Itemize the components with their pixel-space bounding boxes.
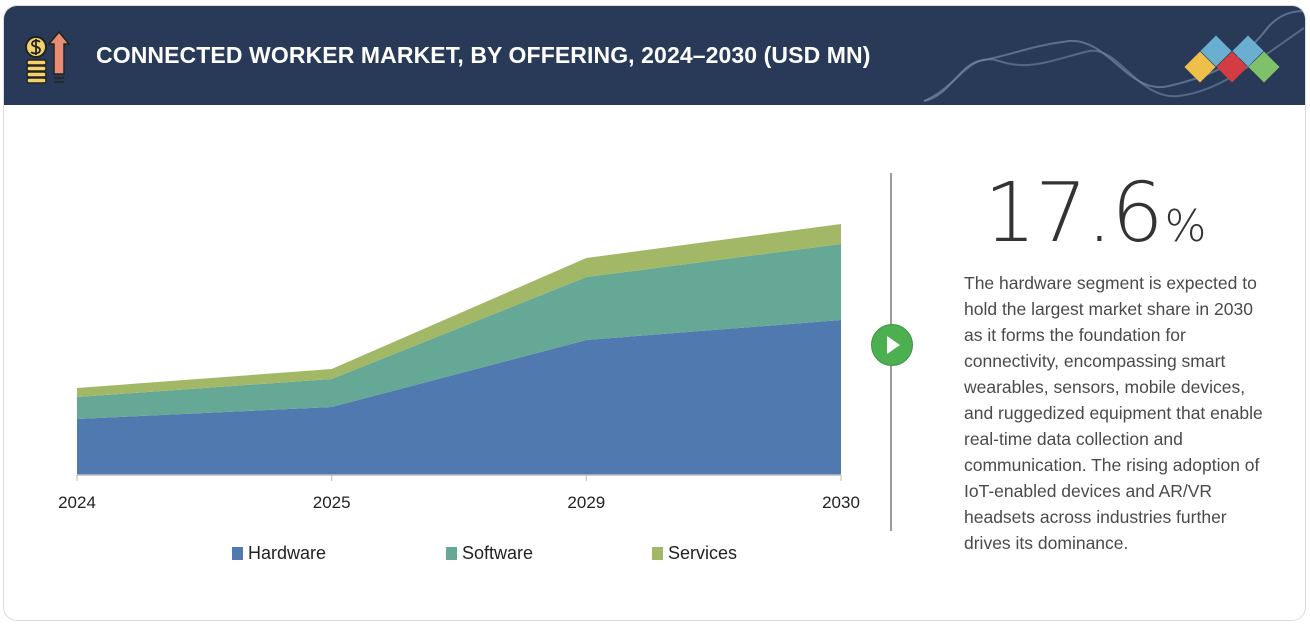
area-services <box>77 224 841 397</box>
legend-item-hardware: Hardware <box>232 543 326 564</box>
stacked-area-chart: 2024 2025 2029 2030 <box>58 224 860 512</box>
infographic-card: CONNECTED WORKER MARKET, BY OFFERING, 20… <box>3 5 1306 621</box>
play-button[interactable] <box>871 324 913 366</box>
legend-swatch <box>446 547 457 560</box>
cagr-value: 17.6% <box>984 166 1207 261</box>
area-hardware <box>77 320 841 475</box>
header-bar: CONNECTED WORKER MARKET, BY OFFERING, 20… <box>4 6 1305 105</box>
cagr-unit: % <box>1164 201 1207 252</box>
legend-label: Software <box>462 543 534 563</box>
area-software <box>77 244 841 419</box>
x-tick-label: 2024 <box>58 493 96 512</box>
coins-growth-arrow-icon <box>25 30 71 84</box>
legend-label: Hardware <box>248 543 327 563</box>
x-tick-label: 2030 <box>822 493 860 512</box>
chart-title: CONNECTED WORKER MARKET, BY OFFERING, 20… <box>96 42 871 68</box>
diamond-tiles-logo <box>923 10 1305 102</box>
highlight-description: The hardware segment is expected to hold… <box>964 273 1263 553</box>
legend-item-software: Software <box>446 543 533 564</box>
x-tick-label: 2025 <box>313 493 351 512</box>
legend-swatch <box>652 547 663 560</box>
legend-label: Services <box>668 543 738 563</box>
x-tick-label: 2029 <box>567 493 605 512</box>
cagr-number: 17.6 <box>984 166 1164 261</box>
legend-item-services: Services <box>652 543 737 564</box>
legend-swatch <box>232 547 243 560</box>
